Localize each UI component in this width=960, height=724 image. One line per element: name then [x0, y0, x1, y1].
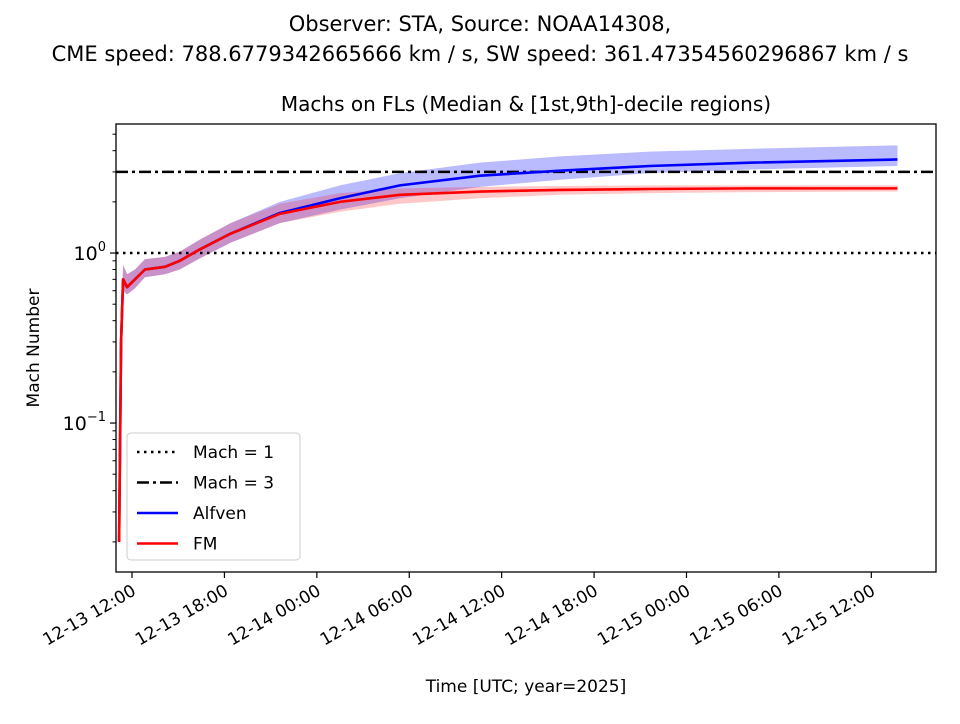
x-tick-label: 12-13 18:00: [132, 581, 232, 650]
y-axis-label: Mach Number: [24, 289, 44, 408]
x-axis-label: Time [UTC; year=2025]: [425, 677, 627, 697]
legend-label: FM: [193, 535, 217, 555]
x-tick-label: 12-13 12:00: [40, 581, 140, 650]
y-tick-label: 10−1: [63, 410, 106, 435]
chart-title: Machs on FLs (Median & [1st,9th]-decile …: [281, 92, 771, 116]
x-tick-label: 12-14 06:00: [317, 581, 417, 650]
axes-frame: [115, 123, 937, 573]
x-tick-label: 12-14 00:00: [224, 581, 324, 650]
x-tick-label: 12-14 18:00: [502, 581, 602, 650]
legend-label: Alfven: [193, 504, 247, 524]
legend-frame: [126, 432, 301, 561]
x-tick-label: 12-14 12:00: [409, 581, 509, 650]
legend-label: Mach = 3: [193, 474, 274, 494]
suptitle-line1: Observer: STA, Source: NOAA14308,: [289, 12, 672, 36]
legend: Mach = 1 Mach = 3 Alfven FM: [126, 432, 301, 561]
suptitle-line2: CME speed: 788.6779342665666 km / s, SW …: [52, 42, 909, 66]
median-line-fm: [117, 187, 898, 542]
legend-label: Mach = 1: [193, 443, 274, 463]
y-tick-label: 100: [74, 240, 106, 265]
x-tick-label: 12-15 06:00: [687, 581, 787, 650]
x-tick-label: 12-15 00:00: [594, 581, 694, 650]
plot-area: [116, 145, 936, 542]
x-tick-label: 12-15 12:00: [779, 581, 879, 650]
